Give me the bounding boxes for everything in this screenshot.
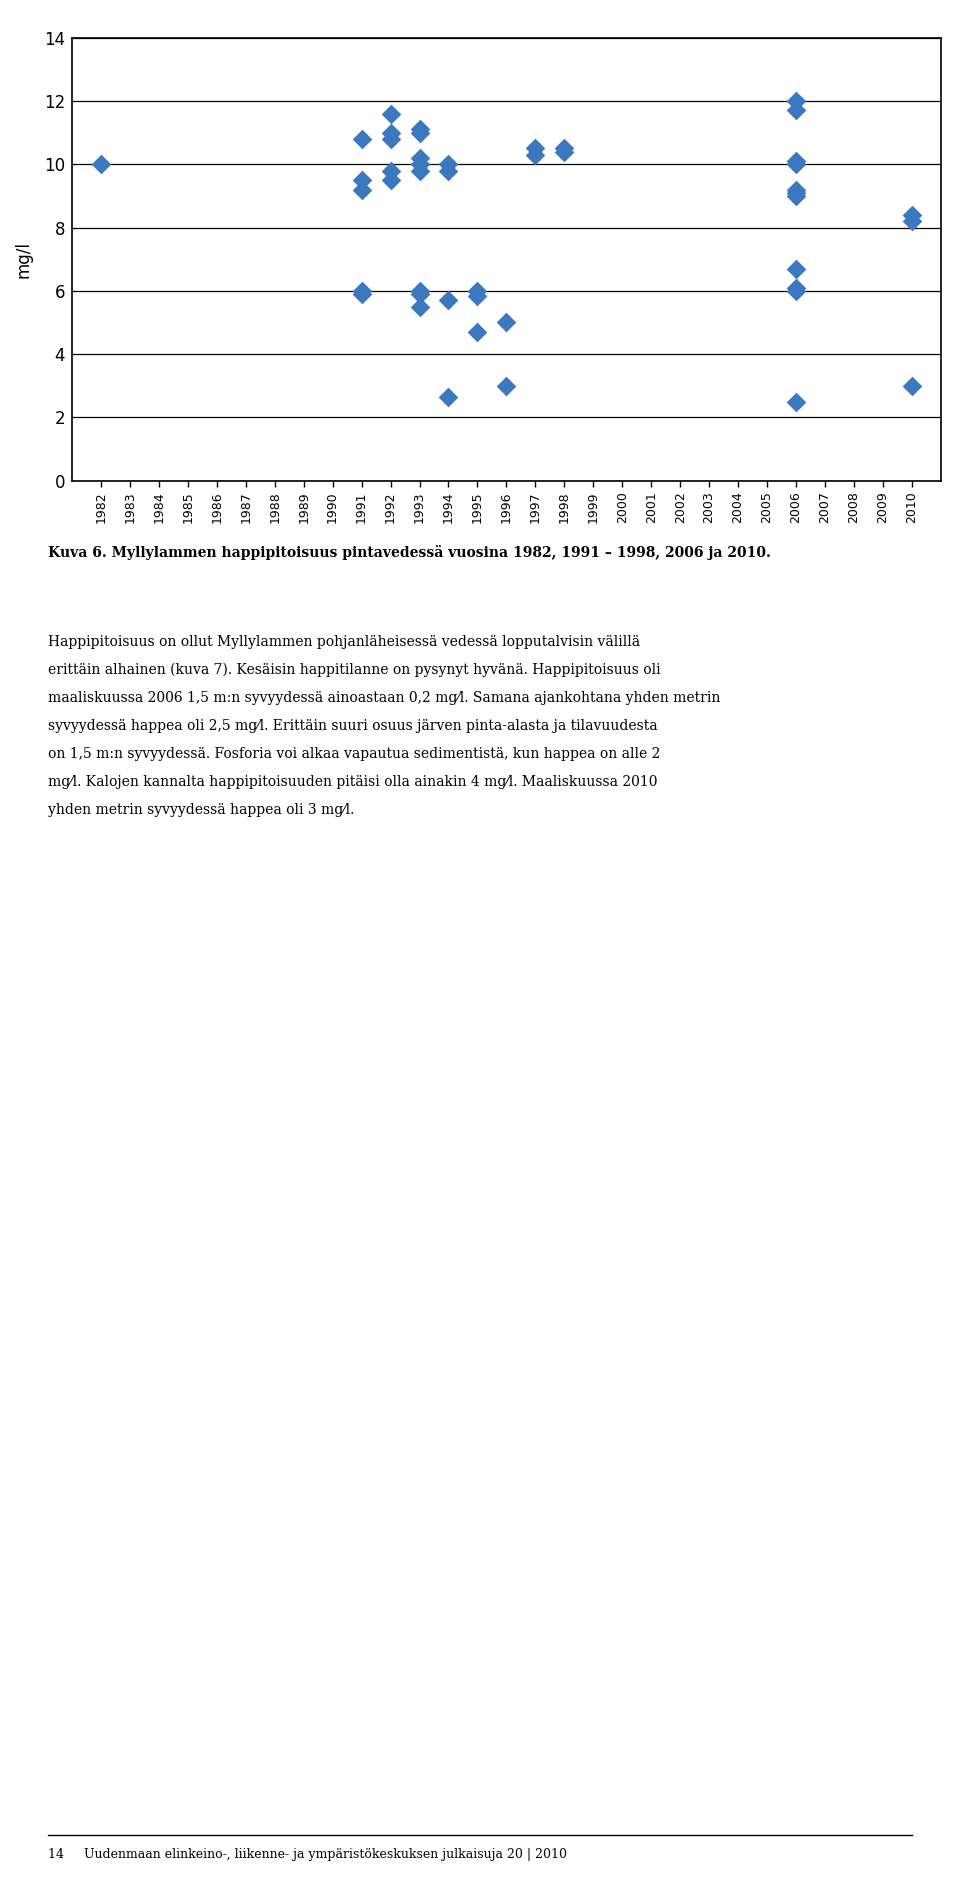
Point (528, 134, 543, 164)
Point (904, 205, 920, 236)
Point (904, 200, 920, 230)
Point (383, 117, 398, 147)
Point (788, 254, 804, 285)
Text: Happipitoisuus on ollut Myllylammen pohjanläheisessä vedessä lopputalvisin välil: Happipitoisuus on ollut Myllylammen pohj… (48, 635, 640, 648)
Point (788, 273, 804, 303)
Point (412, 149, 427, 179)
Point (354, 175, 370, 205)
Point (441, 149, 456, 179)
Point (469, 275, 485, 305)
Point (788, 175, 804, 205)
Y-axis label: mg/l: mg/l (14, 241, 33, 277)
Point (904, 371, 920, 402)
Point (469, 317, 485, 347)
Point (788, 145, 804, 175)
Point (412, 275, 427, 305)
Point (788, 386, 804, 417)
Point (528, 139, 543, 170)
Point (557, 136, 572, 166)
Point (788, 275, 804, 305)
Point (383, 166, 398, 196)
Point (441, 285, 456, 315)
Point (93, 149, 108, 179)
Point (788, 87, 804, 117)
Point (354, 124, 370, 155)
Point (469, 281, 485, 311)
Point (441, 383, 456, 413)
Text: syvyydessä happea oli 2,5 mg⁄l. Erittäin suuri osuus järven pinta-alasta ja tila: syvyydessä happea oli 2,5 mg⁄l. Erittäin… (48, 718, 658, 733)
Text: yhden metrin syvyydessä happea oli 3 mg⁄l.: yhden metrin syvyydessä happea oli 3 mg⁄… (48, 803, 354, 816)
Point (354, 279, 370, 309)
Point (383, 124, 398, 155)
Point (383, 155, 398, 185)
Text: Kuva 6. Myllylammen happipitoisuus pintavedessä vuosina 1982, 1991 – 1998, 2006 : Kuva 6. Myllylammen happipitoisuus pinta… (48, 545, 771, 560)
Point (788, 96, 804, 126)
Point (788, 149, 804, 179)
Point (354, 275, 370, 305)
Point (557, 134, 572, 164)
Point (412, 115, 427, 145)
Point (412, 292, 427, 322)
Point (499, 371, 515, 402)
Point (441, 155, 456, 185)
Text: maaliskuussa 2006 1,5 m:n syvyydessä ainoastaan 0,2 mg⁄l. Samana ajankohtana yhd: maaliskuussa 2006 1,5 m:n syvyydessä ain… (48, 692, 720, 705)
Point (383, 98, 398, 128)
Text: on 1,5 m:n syvyydessä. Fosforia voi alkaa vapautua sedimentistä, kun happea on a: on 1,5 m:n syvyydessä. Fosforia voi alka… (48, 746, 660, 762)
Point (412, 279, 427, 309)
Point (354, 166, 370, 196)
Text: mg⁄l. Kalojen kannalta happipitoisuuden pitäisi olla ainakin 4 mg⁄l. Maaliskuuss: mg⁄l. Kalojen kannalta happipitoisuuden … (48, 775, 658, 790)
Text: erittäin alhainen (kuva 7). Kesäisin happitilanne on pysynyt hyvänä. Happipitois: erittäin alhainen (kuva 7). Kesäisin hap… (48, 664, 660, 677)
Point (499, 307, 515, 337)
Point (412, 143, 427, 173)
Point (788, 177, 804, 207)
Text: 14     Uudenmaan elinkeino-, liikenne- ja ympäristökeskuksen julkaisuja 20 | 201: 14 Uudenmaan elinkeino-, liikenne- ja ym… (48, 1847, 567, 1860)
Point (412, 155, 427, 185)
Point (412, 117, 427, 147)
Point (788, 181, 804, 211)
